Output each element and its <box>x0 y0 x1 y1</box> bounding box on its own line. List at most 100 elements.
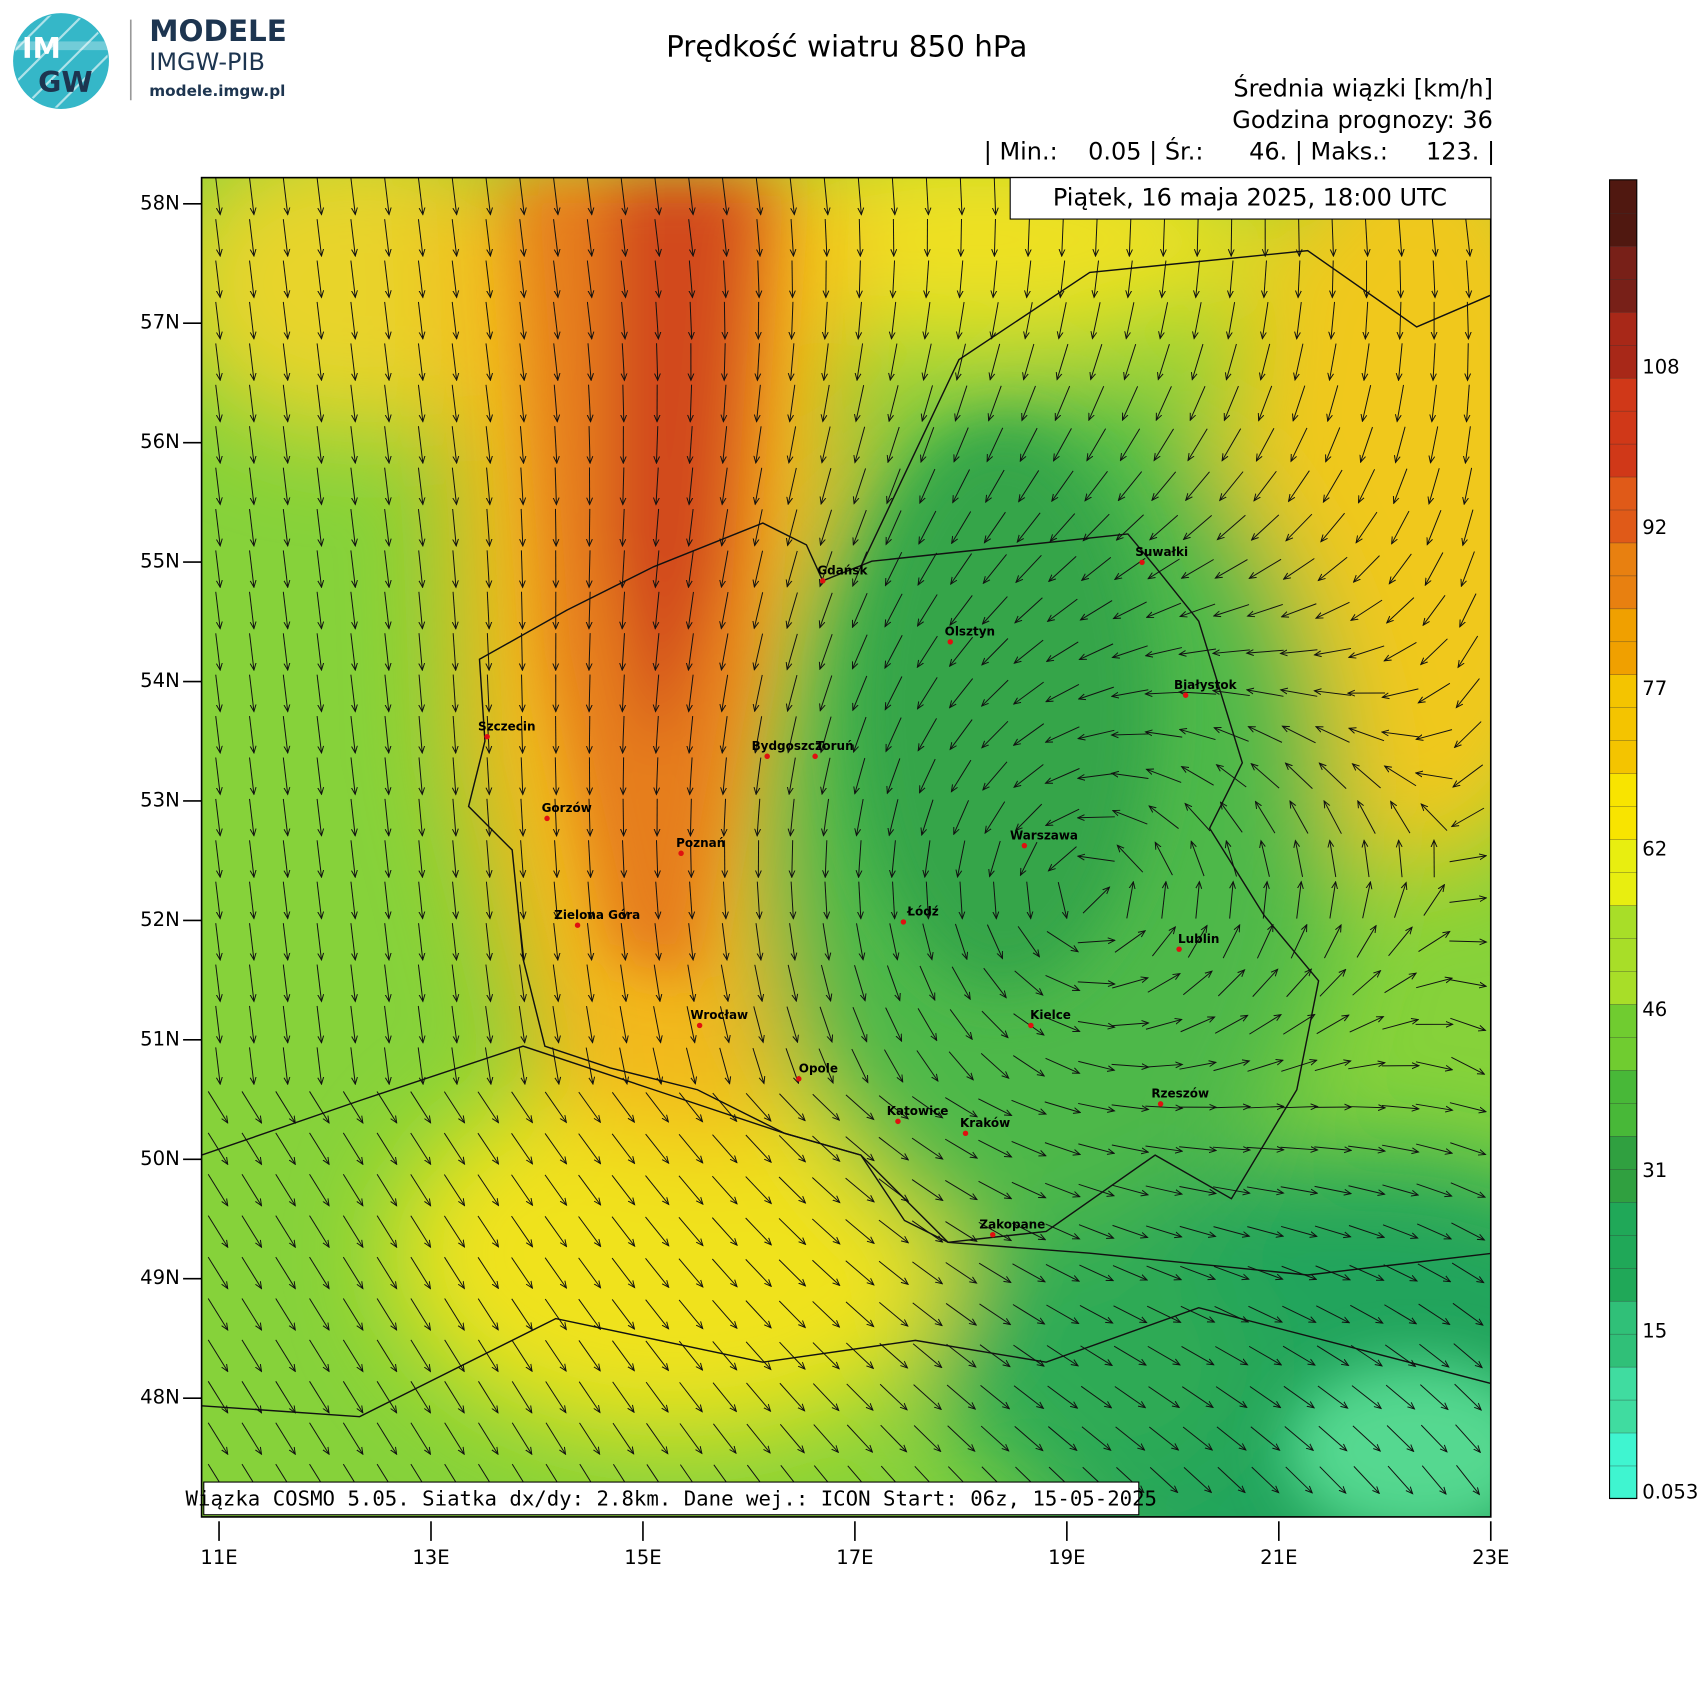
city-label: Gdańsk <box>817 564 868 578</box>
colorbar-cell <box>1610 279 1637 313</box>
lat-label: 49N <box>140 1266 180 1289</box>
colorbar-cell <box>1610 1037 1637 1071</box>
wind-arrow <box>792 260 793 297</box>
colorbar-cell <box>1610 1169 1637 1203</box>
colorbar-cell <box>1610 872 1637 906</box>
logo: IM GW MODELE IMGW-PIB modele.imgw.pl <box>0 0 287 120</box>
colorbar-cell <box>1610 575 1637 609</box>
colorbar-label: 62 <box>1642 838 1667 861</box>
colorbar-cell <box>1610 707 1637 741</box>
city-label: Katowice <box>887 1104 949 1118</box>
colorbar-cell <box>1610 971 1637 1005</box>
url: modele.imgw.pl <box>149 82 285 100</box>
city-label: Poznań <box>676 836 725 850</box>
city-dot <box>963 1131 968 1136</box>
colorbar-label: 77 <box>1642 677 1667 700</box>
colorbar-cell <box>1610 180 1637 214</box>
colorbar-cell <box>1610 1103 1637 1137</box>
city-label: Zakopane <box>979 1217 1045 1231</box>
city-dot <box>1183 693 1188 698</box>
city-label: Olsztyn <box>945 625 995 639</box>
logo-text: GW <box>38 66 92 99</box>
colorbar-cell <box>1610 674 1637 708</box>
title: Prędkość wiatru 850 hPa <box>666 29 1027 63</box>
colorbar-cell <box>1610 312 1637 346</box>
colorbar-label: 92 <box>1642 516 1667 539</box>
lat-label: 52N <box>140 908 180 931</box>
brand: MODELE <box>149 14 287 48</box>
footer: Wiązka COSMO 5.05. Siatka dx/dy: 2.8km. … <box>186 1486 1157 1510</box>
wind-arrow <box>1231 219 1232 256</box>
lat-label: 58N <box>140 191 180 214</box>
lon-label: 19E <box>1048 1546 1085 1569</box>
city-label: Warszawa <box>1010 828 1078 842</box>
city-dot <box>678 851 683 856</box>
lon-label: 21E <box>1260 1546 1297 1569</box>
wind-arrow <box>1299 219 1300 256</box>
colorbar-cell <box>1610 378 1637 412</box>
colorbar-cell <box>1610 806 1637 840</box>
colorbar-cell <box>1610 1432 1637 1466</box>
city-dot <box>901 919 906 924</box>
lat-label: 48N <box>140 1386 180 1409</box>
forecast-hour: Godzina prognozy: 36 <box>1232 106 1493 134</box>
colorbar-label: 46 <box>1642 998 1667 1021</box>
logo-text: IM <box>22 32 61 65</box>
colorbar-cell <box>1610 1400 1637 1434</box>
city-label: Kraków <box>960 1116 1010 1130</box>
colorbar-label: 108 <box>1642 355 1679 378</box>
city-dot <box>697 1023 702 1028</box>
colorbar-cell <box>1610 246 1637 280</box>
city-dot <box>1022 843 1027 848</box>
city-label: Wrocław <box>690 1008 748 1022</box>
city-label: Łódź <box>906 905 938 919</box>
city-dot <box>1028 1023 1033 1028</box>
wind-arrow <box>623 757 624 794</box>
city-dot <box>1176 946 1181 951</box>
city-dot <box>895 1119 900 1124</box>
colorbar-cell <box>1610 345 1637 379</box>
city-label: Opole <box>799 1062 838 1076</box>
city-label: Szczecin <box>478 719 535 733</box>
wind-arrow <box>961 219 962 256</box>
colorbar-cell <box>1610 839 1637 873</box>
city-dot <box>990 1232 995 1237</box>
colorbar-cell <box>1610 1070 1637 1104</box>
colorbar-label: 15 <box>1642 1320 1667 1343</box>
city-dot <box>812 754 817 759</box>
lon-label: 13E <box>412 1546 449 1569</box>
city-dot <box>948 639 953 644</box>
colorbar-cell <box>1610 608 1637 642</box>
colorbar-cell <box>1610 773 1637 807</box>
colorbar-cell <box>1610 1334 1637 1368</box>
date: Piątek, 16 maja 2025, 18:00 UTC <box>1053 183 1447 211</box>
stats: | Min.: 0.05 | Śr.: 46. | Maks.: 123. | <box>984 136 1495 166</box>
wind-arrow <box>724 302 725 339</box>
city-label: Zielona Góra <box>554 908 640 922</box>
colorbar-cell <box>1610 1465 1637 1499</box>
colorbar-cell <box>1610 740 1637 774</box>
colorbar-cell <box>1610 1136 1637 1170</box>
colorbar-cell <box>1610 1202 1637 1236</box>
city-dot <box>764 754 769 759</box>
lon-label: 17E <box>836 1546 873 1569</box>
lat-label: 54N <box>140 669 180 692</box>
colorbar-cell <box>1610 444 1637 478</box>
colorbar-cell <box>1610 938 1637 972</box>
colorbar-label: 0.053 <box>1642 1480 1698 1503</box>
city-dot <box>1158 1101 1163 1106</box>
city-label: Białystok <box>1174 678 1238 692</box>
city-label: Suwałki <box>1135 545 1188 559</box>
city-dot <box>820 578 825 583</box>
city-label: Lublin <box>1178 932 1219 946</box>
lat-label: 53N <box>140 788 180 811</box>
colorbar-cell <box>1610 542 1637 576</box>
city-label: Toruń <box>816 739 854 753</box>
org: IMGW-PIB <box>149 48 265 76</box>
lon-label: 15E <box>624 1546 661 1569</box>
city-dot <box>575 922 580 927</box>
lat-label: 51N <box>140 1027 180 1050</box>
lat-label: 55N <box>140 550 180 573</box>
lat-label: 50N <box>140 1147 180 1170</box>
